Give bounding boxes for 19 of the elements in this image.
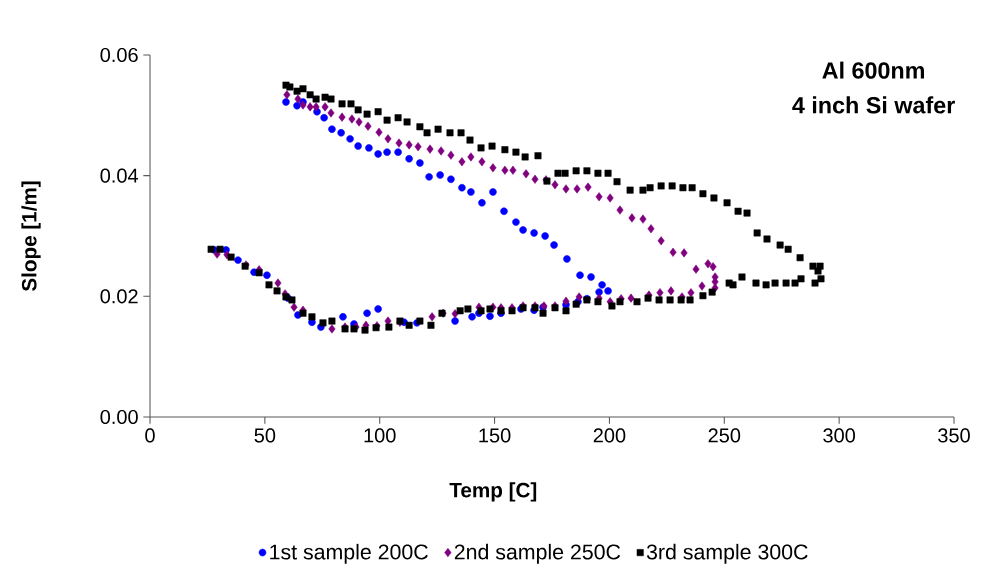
x-tick-label: 50 bbox=[254, 428, 276, 443]
x-tick-label: 200 bbox=[593, 428, 626, 443]
y-tick-label: 0.02 bbox=[100, 289, 138, 304]
y-tick-label: 0.04 bbox=[100, 168, 139, 183]
y-axis-title: Slope [1/m] bbox=[21, 181, 41, 292]
legend-label: 2nd sample 250C bbox=[454, 543, 621, 564]
x-tick-label: 250 bbox=[708, 428, 741, 443]
y-tick-label: 0.06 bbox=[100, 47, 138, 63]
x-tick-label: 100 bbox=[364, 428, 396, 443]
x-tick-label: 150 bbox=[479, 428, 511, 443]
legend-label: 3rd sample 300C bbox=[646, 543, 808, 564]
y-tick-label: 0.00 bbox=[100, 409, 138, 425]
x-tick-label: 0 bbox=[145, 428, 155, 443]
x-tick-label: 350 bbox=[938, 428, 970, 443]
text: 4 inch Si wafer bbox=[792, 96, 955, 114]
x-axis-title: Temp [C] bbox=[449, 482, 537, 502]
x-tick-label: 300 bbox=[823, 428, 856, 443]
legend-label: 1st sample 200C bbox=[270, 543, 428, 564]
chart-title: Al 600nm bbox=[822, 61, 924, 79]
